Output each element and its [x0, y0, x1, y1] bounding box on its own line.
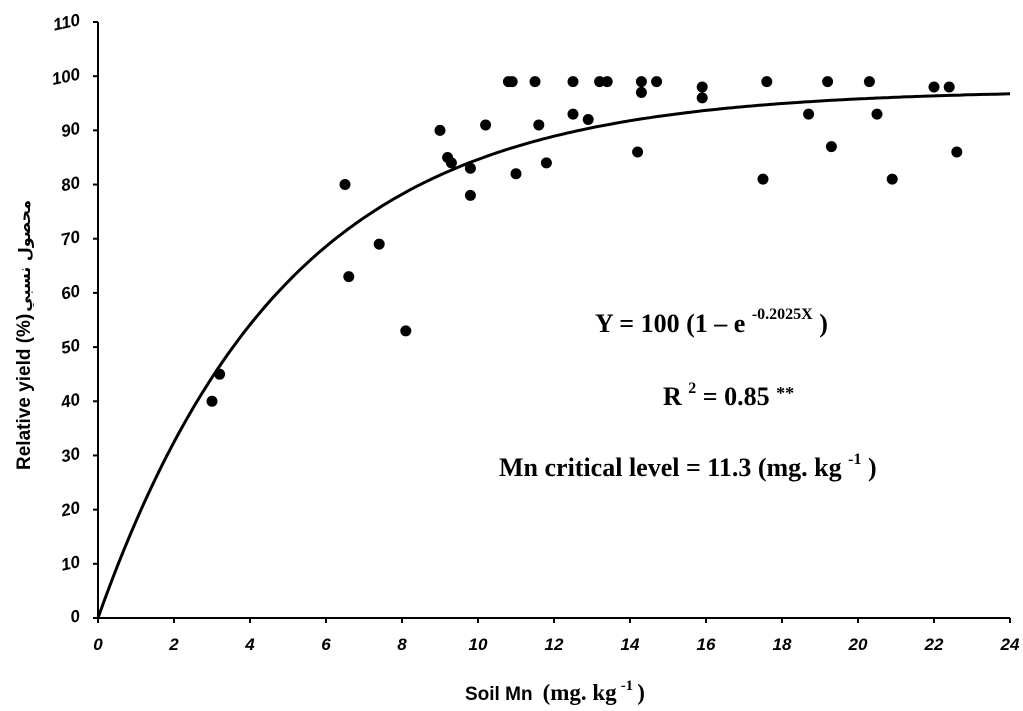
- x-tick-label: 4: [244, 635, 255, 654]
- data-point: [863, 76, 875, 88]
- r2-sup: 2: [688, 380, 696, 397]
- data-point: [533, 119, 545, 131]
- x-tick-label: 12: [545, 635, 564, 654]
- data-point: [214, 368, 226, 380]
- y-tick-label: 110: [51, 10, 82, 34]
- x-axis-title: Soil Mn (mg. kg -1 ): [465, 677, 645, 705]
- data-point: [757, 173, 769, 185]
- r-squared-annotation: R 2 = 0.85 **: [663, 370, 794, 411]
- data-point: [206, 395, 218, 407]
- data-point: [594, 76, 606, 88]
- r2-lhs: R: [663, 382, 682, 411]
- x-tick-label: 0: [93, 635, 103, 654]
- equation-lhs: Y = 100 (1 – e: [595, 309, 745, 338]
- data-point: [339, 179, 351, 191]
- data-point: [951, 146, 963, 158]
- data-point: [343, 271, 355, 283]
- x-tick-label: 8: [397, 635, 407, 654]
- data-point: [601, 76, 613, 88]
- data-point: [761, 76, 773, 88]
- critical-sup: -1: [848, 451, 861, 468]
- fit-curve-group: [96, 92, 1011, 619]
- critical-rhs: ): [868, 453, 877, 482]
- axis-ticks: 0 2 4 6 8 10 12 14 16 18 20 22 240102030405060708090…: [50, 10, 1020, 654]
- y-tick-label: 20: [58, 498, 82, 521]
- data-point: [696, 81, 708, 93]
- y-tick-label: 90: [59, 119, 82, 142]
- r2-significance: **: [776, 383, 794, 403]
- data-point: [928, 81, 940, 93]
- x-tick-label: 22: [924, 635, 944, 654]
- y-tick-label: 70: [59, 227, 82, 250]
- data-point: [464, 189, 476, 201]
- x-tick-label: 2: [168, 635, 179, 654]
- y-tick-label: 50: [59, 335, 82, 358]
- x-axis-title-main: Soil Mn: [465, 684, 533, 705]
- data-points: [206, 76, 963, 407]
- data-point: [632, 146, 644, 158]
- critical-lhs: Mn critical level = 11.3 (mg. kg: [499, 453, 842, 482]
- data-point: [464, 162, 476, 174]
- data-point: [567, 108, 579, 120]
- x-tick-label: 20: [848, 635, 868, 654]
- r2-rhs: = 0.85: [703, 382, 770, 411]
- y-axis-title: Relative yield (%): [14, 314, 35, 470]
- data-point: [635, 86, 647, 98]
- data-point: [434, 124, 446, 136]
- x-axis-title-sup: -1: [621, 678, 634, 694]
- data-point: [582, 114, 594, 126]
- x-tick-label: 14: [621, 635, 640, 654]
- data-point: [400, 325, 412, 337]
- y-tick-label: 30: [59, 444, 82, 467]
- x-axis-title-unit: (mg. kg: [543, 680, 618, 705]
- data-point: [506, 76, 518, 88]
- data-point: [635, 76, 647, 88]
- data-point: [822, 76, 834, 88]
- critical-level-annotation: Mn critical level = 11.3 (mg. kg -1 ): [499, 441, 877, 482]
- data-point: [825, 141, 837, 153]
- fit-curve: [96, 92, 1011, 619]
- data-point: [871, 108, 883, 120]
- data-point: [510, 168, 522, 180]
- data-point: [567, 76, 579, 88]
- data-point: [540, 157, 552, 169]
- x-tick-label: 16: [697, 635, 716, 654]
- x-tick-label: 6: [321, 635, 331, 654]
- x-axis-title-close: ): [637, 680, 645, 705]
- y-tick-label: 80: [59, 173, 82, 196]
- x-tick-label: 18: [773, 635, 792, 654]
- data-point: [886, 173, 898, 185]
- data-point: [373, 238, 385, 250]
- y-tick-label: 0: [69, 606, 83, 627]
- data-point: [696, 92, 708, 104]
- y-axis-title-arabic: محصول نسبي: [15, 200, 35, 312]
- equation-exponent: -0.2025X: [752, 306, 813, 323]
- data-point: [651, 76, 663, 88]
- y-tick-label: 10: [59, 552, 82, 575]
- y-tick-label: 40: [58, 389, 82, 412]
- data-point: [480, 119, 492, 131]
- data-point: [529, 76, 541, 88]
- data-point: [445, 157, 457, 169]
- equation-annotation: Y = 100 (1 – e -0.2025X ): [595, 296, 828, 338]
- x-tick-label: 10: [469, 635, 488, 654]
- x-tick-label: 24: [1000, 635, 1020, 654]
- data-point: [943, 81, 955, 93]
- y-tick-label: 60: [59, 281, 82, 304]
- data-point: [803, 108, 815, 120]
- y-tick-label: 100: [50, 64, 82, 89]
- equation-rhs: ): [819, 309, 828, 338]
